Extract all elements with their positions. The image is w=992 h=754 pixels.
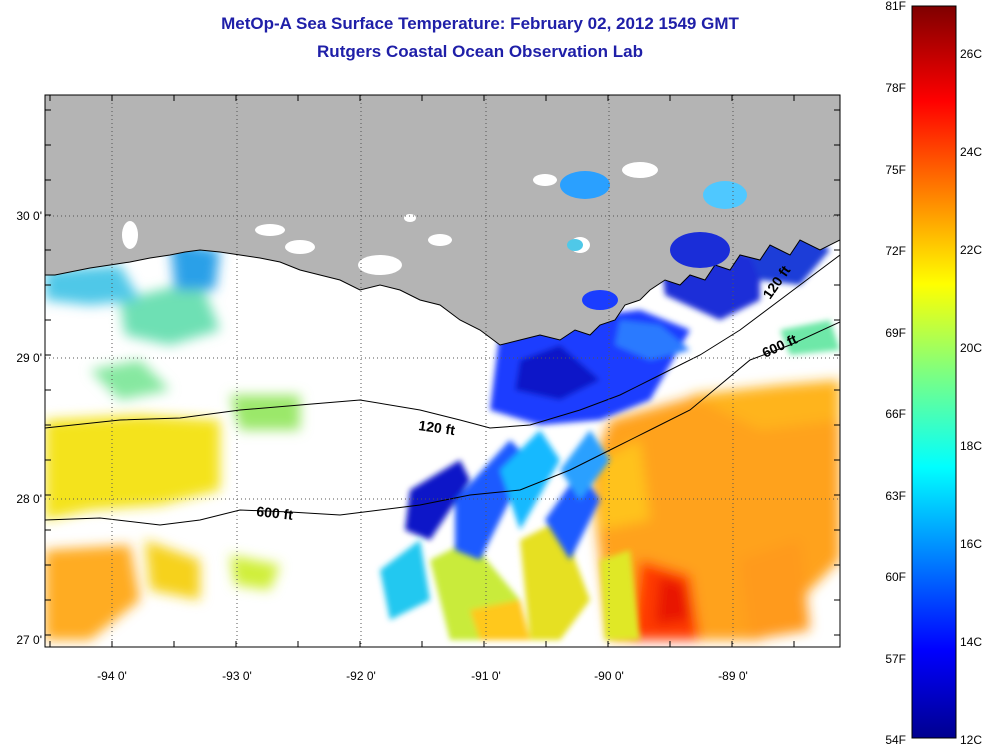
plot-frame [44, 94, 841, 648]
colorbar-label-f: 78F [885, 81, 906, 95]
colorbar-label-f: 81F [885, 0, 906, 13]
x-tick-label: -94 0' [97, 669, 127, 683]
colorbar-label-c: 24C [960, 145, 982, 159]
x-tick-label: -90 0' [594, 669, 624, 683]
colorbar-label-c: 12C [960, 733, 982, 747]
colorbar-label-f: 63F [885, 489, 906, 503]
colorbar-label-f: 75F [885, 163, 906, 177]
colorbar-label-c: 22C [960, 243, 982, 257]
colorbar-label-f: 54F [885, 733, 906, 747]
colorbar-label-f: 57F [885, 652, 906, 666]
colorbar-label-f: 60F [885, 570, 906, 584]
map-subtitle: Rutgers Coastal Ocean Observation Lab [317, 42, 643, 61]
colorbar-label-f: 66F [885, 407, 906, 421]
colorbar-label-c: 18C [960, 439, 982, 453]
colorbar-label-f: 69F [885, 326, 906, 340]
sst-data-layer [45, 95, 840, 647]
colorbar-label-c: 20C [960, 341, 982, 355]
x-tick-label: -93 0' [222, 669, 252, 683]
colorbar-celsius: 26C 24C 22C 20C 18C 16C 14C 12C [960, 47, 982, 747]
land-mass [45, 95, 840, 346]
isobath-120ft [45, 254, 840, 429]
colorbar-label-c: 26C [960, 47, 982, 61]
contour-label: 600 ft [256, 503, 294, 523]
colorbar-label-c: 16C [960, 537, 982, 551]
y-tick-label: 29 0' [16, 351, 42, 365]
isobath-600ft [45, 321, 840, 526]
colorbar-label-c: 14C [960, 635, 982, 649]
x-tick-label: -89 0' [718, 669, 748, 683]
x-tick-label: -91 0' [471, 669, 501, 683]
colorbar-fahrenheit: 81F 78F 75F 72F 69F 66F 63F 60F 57F 54F [885, 0, 906, 747]
axis-ticks [45, 95, 840, 647]
colorbar-label-f: 72F [885, 244, 906, 258]
x-tick-label: -92 0' [346, 669, 376, 683]
map-title: MetOp-A Sea Surface Temperature: Februar… [221, 14, 739, 33]
y-tick-label: 30 0' [16, 209, 42, 223]
x-axis: -94 0' -93 0' -92 0' -91 0' -90 0' -89 0… [97, 669, 748, 683]
contour-label: 120 ft [418, 417, 457, 438]
grid [45, 95, 840, 647]
y-axis: 30 0' 29 0' 28 0' 27 0' [16, 209, 42, 647]
y-tick-label: 27 0' [16, 633, 42, 647]
y-tick-label: 28 0' [16, 492, 42, 506]
colorbar [911, 5, 957, 739]
